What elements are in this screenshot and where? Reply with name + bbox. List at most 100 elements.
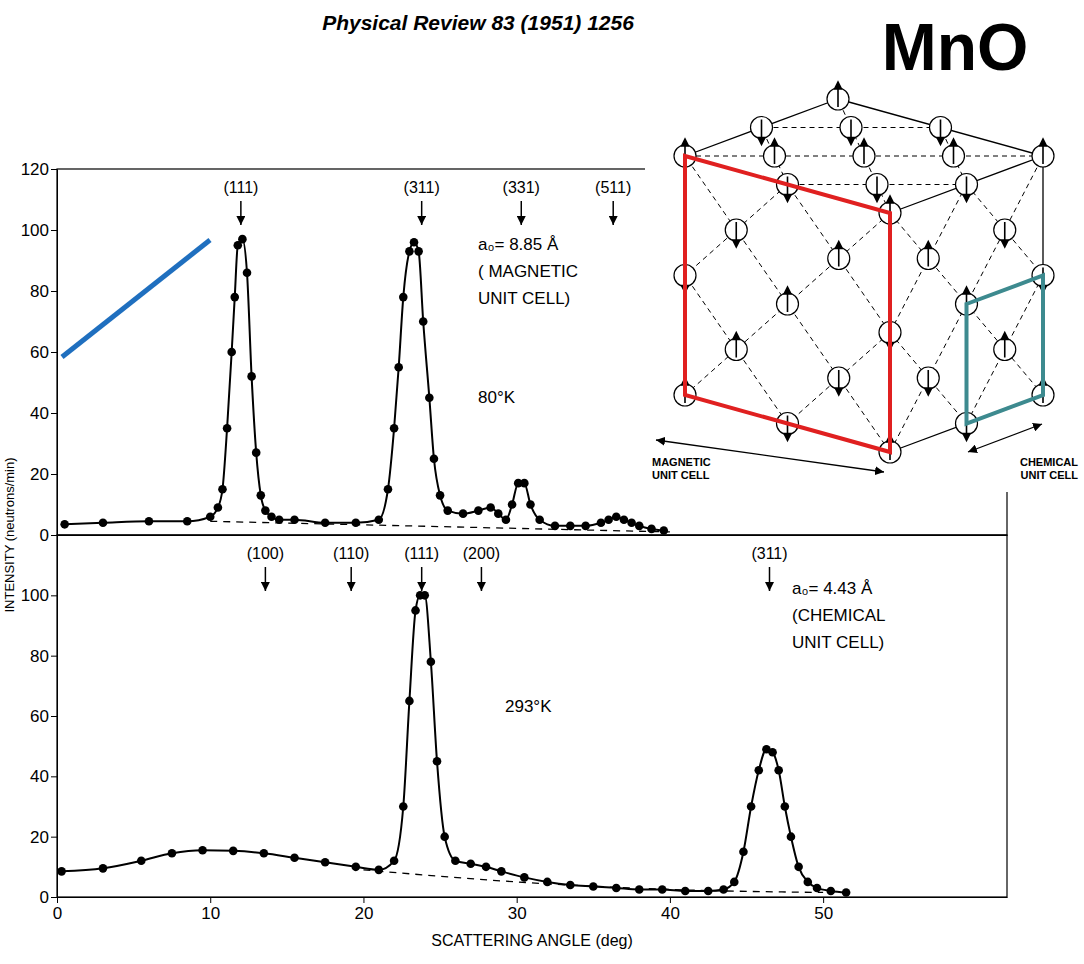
- y-axis-tick-mark: [51, 595, 57, 596]
- data-point: [620, 515, 629, 524]
- data-point: [399, 802, 408, 811]
- x-axis-tick: 30: [508, 897, 527, 923]
- y-axis-tick-label: 40: [30, 767, 49, 786]
- data-point: [137, 857, 146, 866]
- background-line: [210, 521, 670, 532]
- spin-arrow: [1040, 139, 1047, 164]
- diagram-background: [645, 80, 1082, 492]
- peak-label: (100): [247, 545, 284, 562]
- spin-arrow: [861, 139, 868, 164]
- data-point: [604, 515, 613, 524]
- y-axis-tick-mark: [51, 413, 57, 414]
- data-point: [543, 878, 552, 887]
- y-axis-title: INTENSITY (neutrons/min): [2, 457, 17, 612]
- y-axis-tick-label: 40: [30, 404, 49, 423]
- peak-label: (311): [751, 545, 787, 562]
- data-point: [440, 832, 449, 841]
- lattice-line: [685, 213, 890, 395]
- data-point: [60, 520, 69, 529]
- data-point: [99, 519, 108, 528]
- x-axis-tick-label: 50: [814, 904, 833, 923]
- y-axis-line: [57, 536, 58, 898]
- data-point: [787, 832, 796, 841]
- y-axis-tick-label: 80: [30, 282, 49, 301]
- x-axis-tick-mark: [823, 897, 824, 903]
- plot-frame: [57, 535, 1007, 897]
- y-axis: 020406080100120: [21, 160, 58, 545]
- data-point: [474, 506, 483, 515]
- data-point: [754, 766, 763, 775]
- y-axis-tick-label: 120: [21, 160, 49, 179]
- data-point: [390, 857, 399, 866]
- citation: Physical Review 83 (1951) 1256: [322, 11, 634, 34]
- data-point: [535, 515, 544, 524]
- data-point: [321, 519, 330, 528]
- spin-arrow: [925, 242, 932, 267]
- cell-note: a₀= 4.43 Å: [792, 579, 873, 598]
- data-point: [229, 847, 238, 856]
- y-axis-tick: 120: [21, 160, 57, 179]
- data-point: [374, 866, 383, 875]
- cell-label: CHEMICALUNIT CELL: [1020, 456, 1078, 481]
- cell-note: (CHEMICAL: [792, 606, 886, 625]
- data-point: [57, 867, 66, 876]
- spin-arrow: [771, 139, 778, 164]
- x-axis-tick-mark: [363, 897, 364, 903]
- peak-label: (311): [404, 179, 440, 196]
- spin-arrow: [733, 222, 740, 247]
- data-point: [260, 849, 269, 858]
- peak-label: (111): [404, 545, 439, 562]
- data-point: [261, 506, 270, 515]
- data-point: [252, 448, 261, 457]
- x-axis-tick-label: 20: [354, 904, 373, 923]
- y-axis-tick: 60: [30, 343, 57, 362]
- cube-edge: [685, 99, 838, 156]
- data-point: [405, 697, 414, 706]
- spin-arrow: [784, 416, 791, 441]
- spin-arrow: [874, 177, 881, 202]
- cell-note: UNIT CELL): [792, 633, 884, 652]
- data-point: [826, 887, 835, 896]
- y-axis-tick-label: 60: [30, 343, 49, 362]
- y-axis-tick: 60: [30, 707, 57, 726]
- cell-note: ( MAGNETIC: [478, 262, 578, 281]
- data-point: [183, 517, 192, 526]
- x-axis-tick: 40: [661, 897, 680, 923]
- data-point: [813, 884, 822, 893]
- lattice-line: [685, 156, 890, 452]
- spin-arrow: [784, 287, 791, 312]
- data-point: [399, 293, 408, 302]
- highlight-line: [62, 240, 210, 357]
- data-point: [351, 863, 360, 872]
- y-axis-tick: 80: [30, 647, 57, 666]
- y-axis-tick: 40: [30, 404, 57, 423]
- x-axis-tick-label: 30: [508, 904, 527, 923]
- spin-arrow: [835, 82, 842, 107]
- data-point: [374, 515, 383, 524]
- data-point: [247, 372, 256, 381]
- data-point: [443, 506, 452, 515]
- data-point: [218, 485, 227, 494]
- spin-arrow: [1001, 222, 1008, 247]
- y-axis-tick: 80: [30, 282, 57, 301]
- data-point: [411, 606, 420, 615]
- spin-arrow: [835, 370, 842, 395]
- data-point: [842, 888, 851, 897]
- lattice-line: [967, 185, 1044, 276]
- peak-arrow: [481, 567, 483, 591]
- data-point: [739, 847, 748, 856]
- lattice-line: [685, 185, 788, 276]
- peak-arrow: [769, 567, 771, 591]
- data-point: [482, 863, 491, 872]
- spin-arrow: [1001, 333, 1008, 358]
- y-axis-tick: 20: [30, 828, 57, 847]
- peak-arrow: [421, 567, 423, 591]
- data-point: [99, 864, 108, 873]
- data-point: [520, 479, 529, 488]
- data-point: [238, 235, 247, 244]
- lattice-line: [788, 333, 891, 424]
- y-axis-tick: 20: [30, 465, 57, 484]
- data-point: [223, 424, 232, 433]
- y-axis-tick-mark: [51, 291, 57, 292]
- data-point: [227, 348, 236, 357]
